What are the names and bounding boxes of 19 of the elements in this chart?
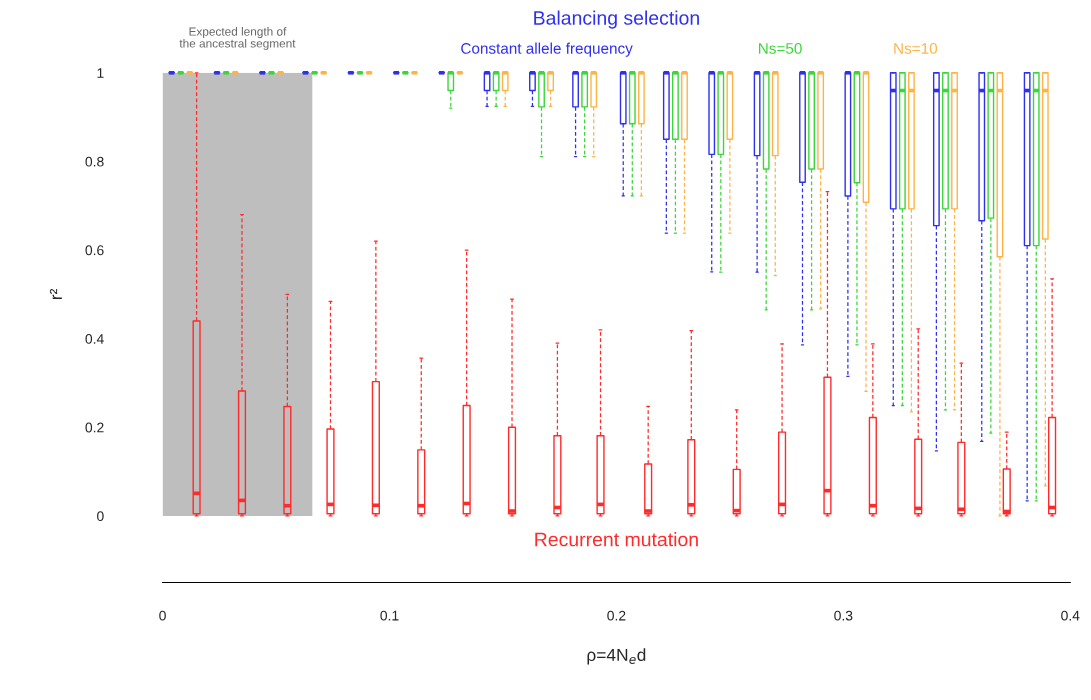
y-tick-label: 0 <box>97 511 104 522</box>
y-tick-label: 0.8 <box>85 156 104 167</box>
x-tick-label: 0.2 <box>607 610 626 621</box>
y-tick-label: 0.6 <box>85 245 104 256</box>
y-axis-title: r² <box>49 288 62 299</box>
y-tick-label: 0.4 <box>85 333 104 344</box>
x-tick-label: 0.3 <box>834 610 853 621</box>
series-label: Ns=50 <box>759 42 802 54</box>
series-label: Constant allele frequency <box>461 42 633 57</box>
x-tick-label: 0.4 <box>1061 610 1080 621</box>
x-axis-title: ρ=4N$_{e}$d <box>587 648 646 665</box>
x-tick-label: 0.1 <box>380 610 399 621</box>
series-label: Ns=10 <box>894 42 938 54</box>
x-tick-label: 0 <box>159 610 166 621</box>
y-tick-label: 1 <box>97 68 104 78</box>
text: Balancing selection <box>534 10 699 29</box>
series-label: Recurrent mutation <box>535 532 698 547</box>
y-tick-label: 0.2 <box>85 422 104 433</box>
band-label: Expected length of the ancestral segment <box>179 27 296 50</box>
